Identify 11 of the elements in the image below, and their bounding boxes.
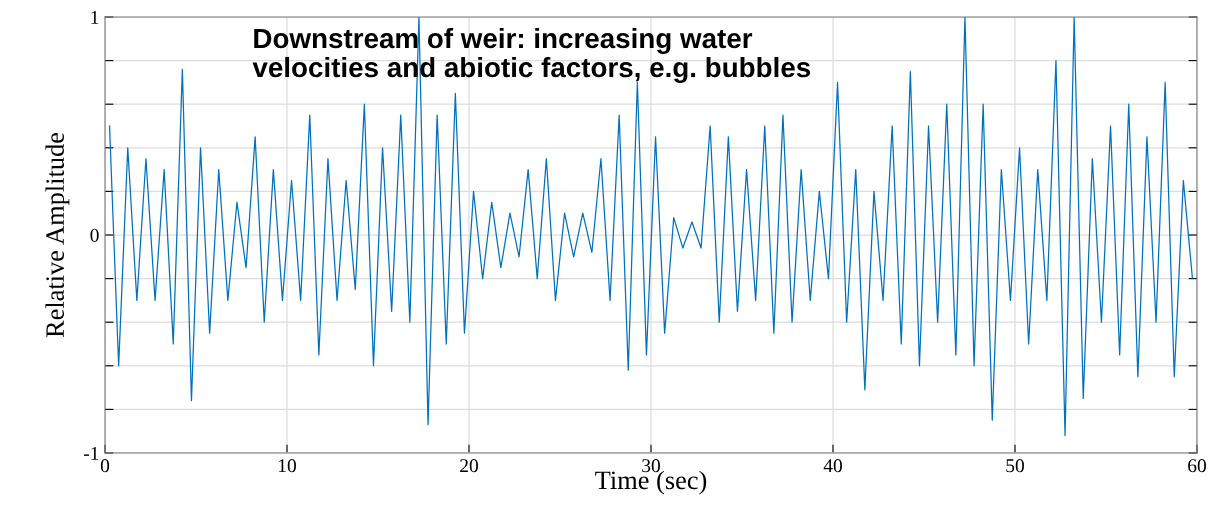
x-tick-label: 50 <box>1006 459 1024 473</box>
y-tick-label: -1 <box>83 446 99 460</box>
x-tick-label: 40 <box>823 459 842 473</box>
x-tick-label: 60 <box>1188 459 1206 473</box>
y-axis-title: Relative Amplitude <box>45 132 70 338</box>
x-tick-label: 30 <box>642 459 660 473</box>
x-tick-label: 0 <box>100 459 110 473</box>
x-tick-label: 10 <box>278 459 296 473</box>
y-tick-label: 0 <box>90 228 99 242</box>
y-tick-label: 1 <box>91 10 99 24</box>
x-tick-label: 20 <box>460 459 478 473</box>
